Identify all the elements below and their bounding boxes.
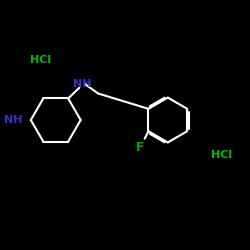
Text: NH: NH: [73, 78, 91, 88]
Text: F: F: [136, 141, 144, 154]
Text: NH: NH: [4, 115, 23, 125]
Text: HCl: HCl: [30, 55, 51, 65]
Text: HCl: HCl: [212, 150, 233, 160]
